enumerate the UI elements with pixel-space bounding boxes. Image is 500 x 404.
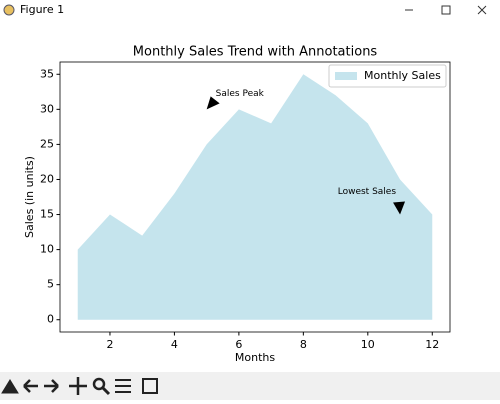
chart-title: Monthly Sales Trend with Annotations [133, 45, 378, 60]
title-bar [0, 0, 500, 20]
x-tick-label: 8 [300, 338, 307, 351]
x-tick-label: 4 [171, 338, 178, 351]
y-tick-label: 10 [40, 243, 54, 256]
window-title: Figure 1 [20, 3, 64, 16]
annotation-arrow [206, 96, 220, 110]
back-button[interactable] [23, 379, 38, 393]
y-axis-label: Sales (in units) [23, 156, 36, 238]
maximize-button[interactable] [441, 5, 451, 15]
forward-button[interactable] [44, 379, 59, 393]
home-button[interactable] [1, 379, 19, 394]
x-tick-label: 12 [425, 338, 439, 351]
save-button[interactable] [142, 378, 158, 394]
annotation-text: Sales Peak [216, 89, 265, 99]
legend-swatch [335, 72, 357, 80]
legend-box [328, 64, 447, 88]
legend-label: Monthly Sales [364, 69, 441, 82]
y-tick-label: 30 [40, 102, 54, 115]
x-tick-label: 10 [361, 338, 375, 351]
annotation-text: Lowest Sales [338, 187, 397, 197]
y-tick-label: 20 [40, 172, 54, 185]
y-tick-label: 0 [47, 313, 54, 326]
y-tick-label: 5 [47, 278, 54, 291]
y-tick-label: 15 [40, 208, 54, 221]
x-axis-label: Months [235, 351, 275, 364]
configure-button[interactable] [115, 379, 131, 393]
area [77, 74, 433, 320]
y-tick-label: 35 [40, 67, 54, 80]
annotation-arrow [393, 201, 406, 215]
x-tick-label: 2 [106, 338, 113, 351]
x-tick-label: 6 [235, 338, 242, 351]
pan-button[interactable] [69, 377, 87, 395]
app-icon [3, 4, 15, 16]
zoom-button[interactable] [92, 377, 106, 391]
y-tick-label: 25 [40, 137, 54, 150]
close-button[interactable] [477, 5, 487, 15]
toolbar-icons [1, 377, 158, 396]
plot-frame [59, 61, 451, 333]
